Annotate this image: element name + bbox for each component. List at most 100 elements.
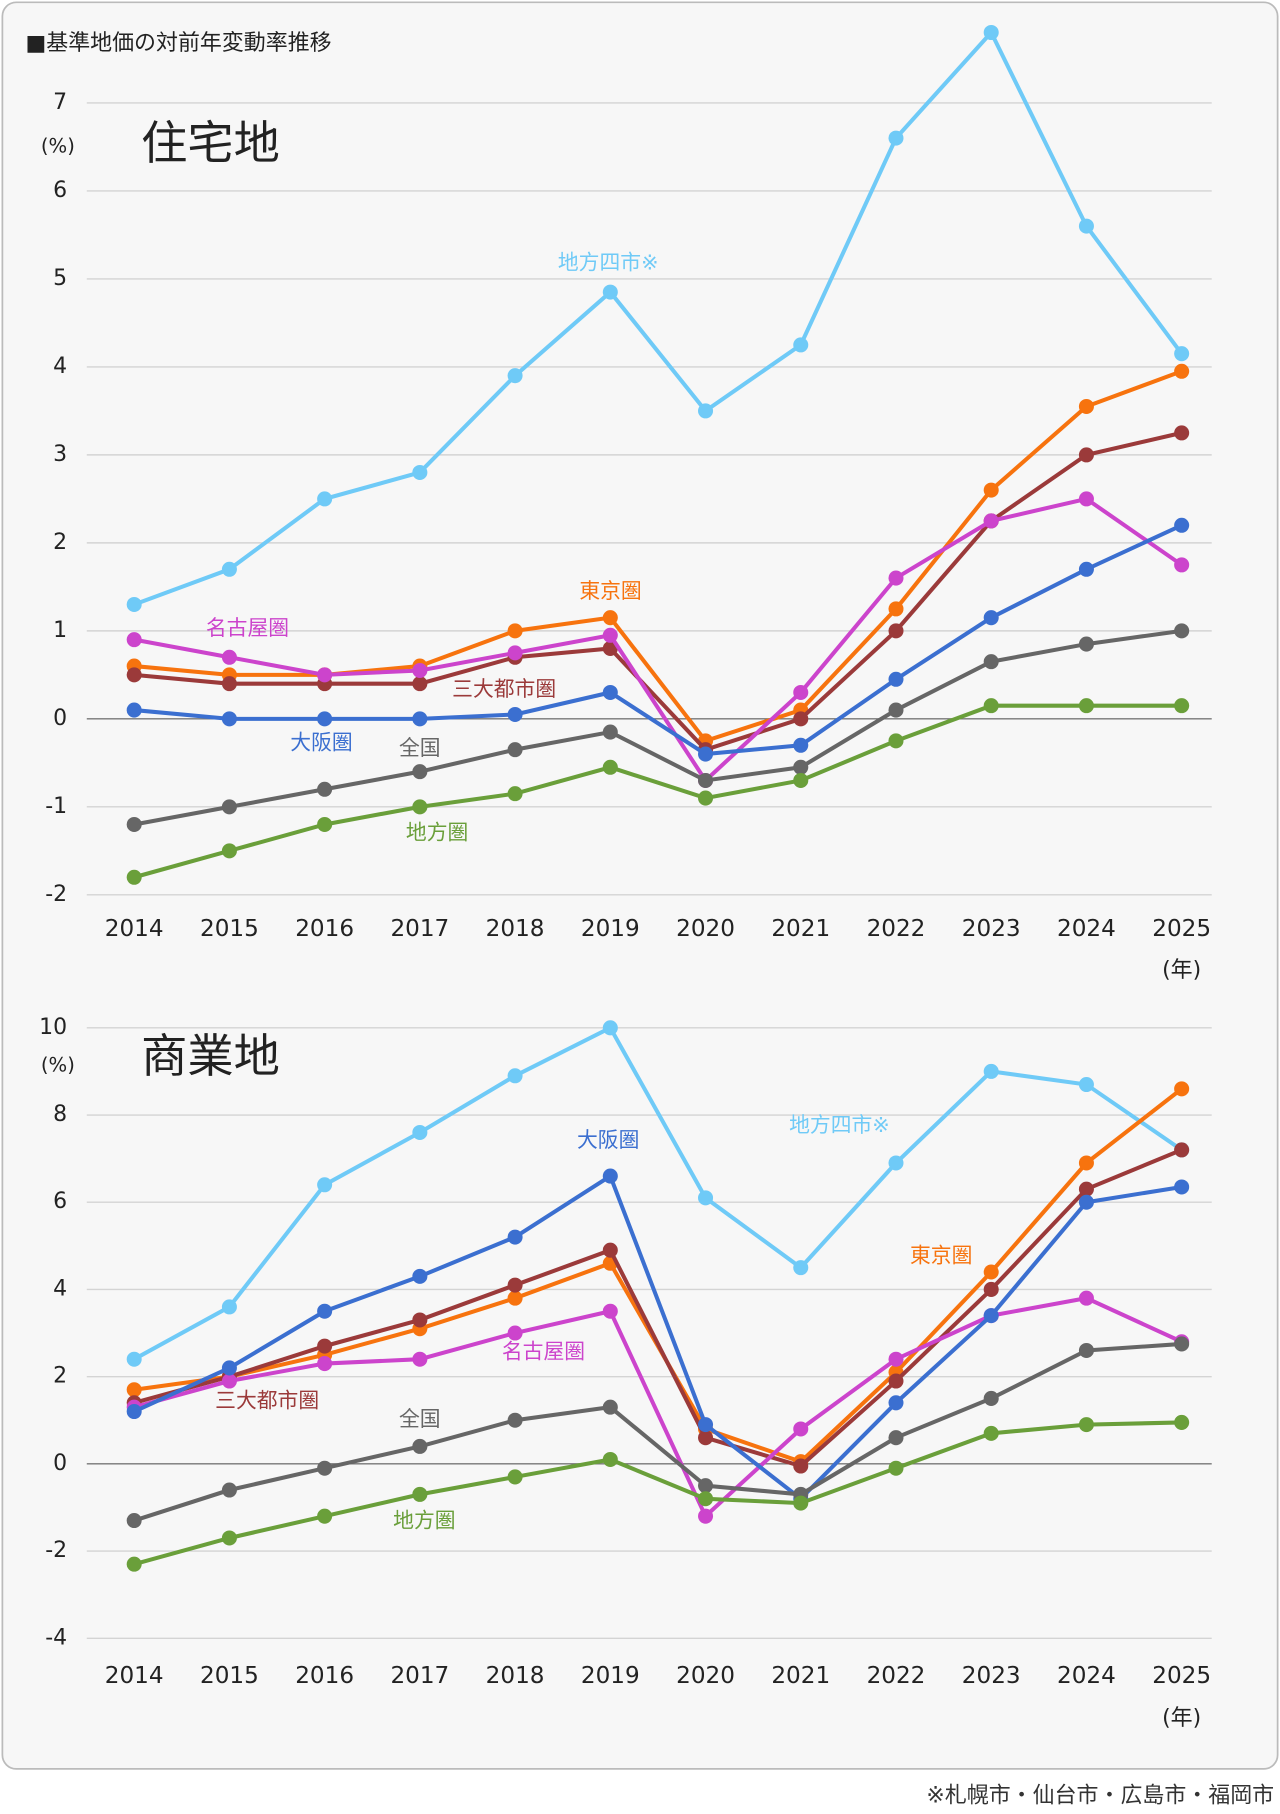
series-label: 大阪圏 xyxy=(577,1128,639,1152)
data-point xyxy=(1078,1155,1094,1171)
series-label: 名古屋圏 xyxy=(206,616,289,640)
data-point xyxy=(602,759,618,775)
series-line xyxy=(133,28,1184,607)
data-point xyxy=(507,706,523,722)
series-label: 地方四市※ xyxy=(789,1113,890,1137)
data-point xyxy=(412,1312,428,1328)
series-line xyxy=(133,1025,1183,1361)
y-tick-label: 4 xyxy=(53,1276,67,1301)
series-line xyxy=(133,1148,1183,1469)
data-point xyxy=(698,772,714,788)
data-point xyxy=(1078,218,1094,234)
data-point xyxy=(983,482,999,498)
x-tick-label: 2021 xyxy=(771,916,830,942)
data-point xyxy=(507,645,523,661)
x-tick-label: 2021 xyxy=(771,1663,830,1689)
data-point xyxy=(793,684,809,700)
x-tick-label: 2014 xyxy=(105,916,164,942)
series-label: 地方圏 xyxy=(406,821,468,845)
data-point xyxy=(1078,398,1094,414)
data-point xyxy=(317,1338,333,1354)
series-line xyxy=(133,523,1183,757)
data-point xyxy=(1078,1342,1094,1358)
data-point xyxy=(1078,1076,1094,1093)
x-tick-label: 2018 xyxy=(486,916,545,942)
footnote: ※札幌市・仙台市・広島市・福岡市 xyxy=(926,1784,1274,1809)
series-label: 東京圏 xyxy=(579,579,641,603)
data-point xyxy=(412,1124,428,1140)
data-point xyxy=(126,1556,142,1572)
data-point xyxy=(793,711,809,727)
data-point xyxy=(412,676,428,692)
series-line xyxy=(133,430,1183,752)
y-tick-label: 2 xyxy=(53,530,67,555)
data-point xyxy=(602,1020,618,1036)
data-point xyxy=(1078,1290,1094,1306)
data-point xyxy=(412,764,428,780)
x-tick-label: 2017 xyxy=(390,916,449,942)
x-tick-label: 2016 xyxy=(295,916,354,942)
data-point xyxy=(126,1382,142,1398)
data-point xyxy=(983,698,999,714)
series-label: 三大都市圏 xyxy=(215,1388,319,1412)
data-point xyxy=(698,1190,714,1206)
x-tick-label: 2019 xyxy=(581,916,640,942)
series-line xyxy=(133,1173,1182,1502)
data-point xyxy=(888,1155,904,1171)
data-point xyxy=(221,649,237,665)
data-point xyxy=(1078,698,1094,714)
x-tick-label: 2014 xyxy=(105,1663,164,1689)
data-point xyxy=(221,561,237,577)
chart-title: 商業地 xyxy=(141,1029,280,1083)
data-point xyxy=(1078,447,1094,463)
data-point xyxy=(1174,1336,1190,1352)
series-line xyxy=(133,1341,1182,1523)
data-point xyxy=(412,1438,428,1454)
data-point xyxy=(698,746,714,762)
data-point xyxy=(983,1264,999,1280)
data-point xyxy=(888,1351,904,1367)
data-point xyxy=(602,284,618,300)
data-point xyxy=(983,513,999,529)
data-point xyxy=(507,1277,523,1293)
data-point xyxy=(221,843,237,859)
data-point xyxy=(1174,623,1190,639)
data-point xyxy=(126,667,142,683)
data-point xyxy=(793,759,809,775)
data-point xyxy=(698,1491,714,1507)
data-point xyxy=(126,1513,142,1529)
data-point xyxy=(983,610,999,626)
series-label: 大阪圏 xyxy=(290,730,352,754)
data-point xyxy=(507,786,523,802)
data-point xyxy=(1078,1417,1094,1433)
data-point xyxy=(602,610,618,626)
data-point xyxy=(317,1460,333,1476)
data-point xyxy=(698,1430,714,1446)
data-point xyxy=(1174,425,1190,441)
x-tick-label: 2020 xyxy=(676,916,735,942)
x-tick-label: 2015 xyxy=(200,916,259,942)
data-point xyxy=(602,1399,618,1415)
data-point xyxy=(412,1268,428,1284)
data-point xyxy=(1078,1194,1094,1210)
x-tick-label: 2020 xyxy=(676,1663,735,1689)
data-point xyxy=(126,1404,142,1420)
series-label: 全国 xyxy=(399,1407,441,1431)
data-point xyxy=(793,737,809,753)
data-point xyxy=(507,1229,523,1245)
y-tick-label: 8 xyxy=(53,1102,67,1127)
data-point xyxy=(698,790,714,806)
y-tick-label: 6 xyxy=(53,178,67,203)
x-tick-label: 2025 xyxy=(1152,916,1211,942)
data-point xyxy=(221,1482,237,1498)
x-tick-label: 2025 xyxy=(1152,1663,1211,1689)
data-point xyxy=(221,1530,237,1546)
y-tick-label: 0 xyxy=(53,706,67,731)
data-point xyxy=(888,623,904,639)
data-point xyxy=(507,1412,523,1428)
x-unit: (年) xyxy=(1162,1706,1201,1731)
x-tick-label: 2018 xyxy=(486,1663,545,1689)
data-point xyxy=(126,1351,142,1367)
